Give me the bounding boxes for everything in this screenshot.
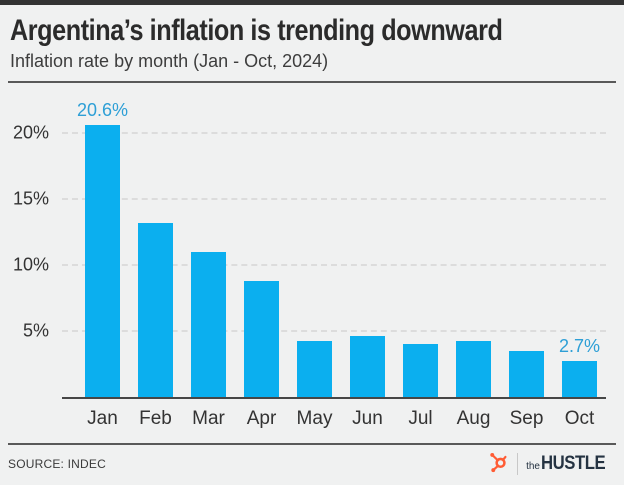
bar-slot-mar — [182, 252, 235, 397]
x-tick-label-may: May — [296, 408, 333, 429]
gridline-20 — [62, 132, 606, 134]
bars-row: 20.6% 2.7% — [62, 95, 606, 397]
footer: SOURCE: INDEC the HUSTLE — [8, 445, 614, 483]
gridline-5 — [62, 330, 606, 332]
bar-value-label: 2.7% — [558, 336, 601, 356]
chart-subtitle: Inflation rate by month (Jan - Oct, 2024… — [10, 50, 329, 71]
x-tick-label-apr: Apr — [246, 408, 277, 429]
x-tick-label-jun: Jun — [352, 408, 383, 429]
y-tick-label: 10% — [12, 254, 49, 275]
bar-jul — [403, 344, 438, 397]
bar-slot-sep — [500, 351, 553, 397]
gridline-10 — [62, 264, 606, 266]
bar-jan — [85, 125, 120, 397]
x-tick-label-sep: Sep — [509, 408, 544, 429]
bar-slot-oct: 2.7% — [553, 336, 606, 397]
bar-value-label: 20.6% — [76, 100, 129, 120]
y-tick-label: 5% — [22, 320, 49, 341]
hubspot-sprocket-icon — [487, 450, 509, 479]
bar-may — [297, 341, 332, 397]
top-border — [0, 0, 624, 5]
hustle-logo-prefix: the — [526, 461, 540, 472]
brand-lockup: the HUSTLE — [487, 450, 614, 479]
y-tick-label: 20% — [12, 122, 49, 143]
plot-area: 5% 10% 15% 20% 20.6% 2.7% — [13, 95, 606, 399]
header-divider — [8, 81, 616, 83]
bar-oct — [562, 361, 597, 397]
bar-slot-aug — [447, 341, 500, 397]
bar-slot-feb — [129, 223, 182, 397]
bar-apr — [244, 281, 279, 397]
bar-slot-apr — [235, 281, 288, 397]
gridline-15 — [62, 198, 606, 200]
footer-divider — [8, 443, 616, 445]
x-tick-label-jul: Jul — [408, 408, 433, 429]
x-tick-label-jan: Jan — [87, 408, 118, 429]
chart-header: Argentina’s inflation is trending downwa… — [0, 5, 624, 72]
y-tick-label: 15% — [12, 188, 49, 209]
bar-slot-may — [288, 341, 341, 397]
x-tick-label-aug: Aug — [456, 408, 491, 429]
x-tick-label-mar: Mar — [192, 408, 225, 429]
bar-slot-jul — [394, 344, 447, 397]
bar-slot-jan: 20.6% — [76, 100, 129, 397]
brand-divider — [517, 453, 519, 475]
hustle-logo: the HUSTLE — [526, 453, 614, 475]
bar-aug — [456, 341, 491, 397]
source-credit: SOURCE: INDEC — [8, 457, 106, 471]
x-tick-label-feb: Feb — [139, 408, 172, 429]
bar-mar — [191, 252, 226, 397]
bar-jun — [350, 336, 385, 397]
hustle-logo-name: HUSTLE — [541, 453, 606, 474]
page-title: Argentina’s inflation is trending downwa… — [10, 14, 503, 47]
bar-sep — [509, 351, 544, 397]
bar-slot-jun — [341, 336, 394, 397]
x-tick-label-oct: Oct — [564, 408, 595, 429]
bar-feb — [138, 223, 173, 397]
x-axis: Jan Feb Mar Apr May Jun Jul Aug Sep Oct — [62, 401, 606, 430]
